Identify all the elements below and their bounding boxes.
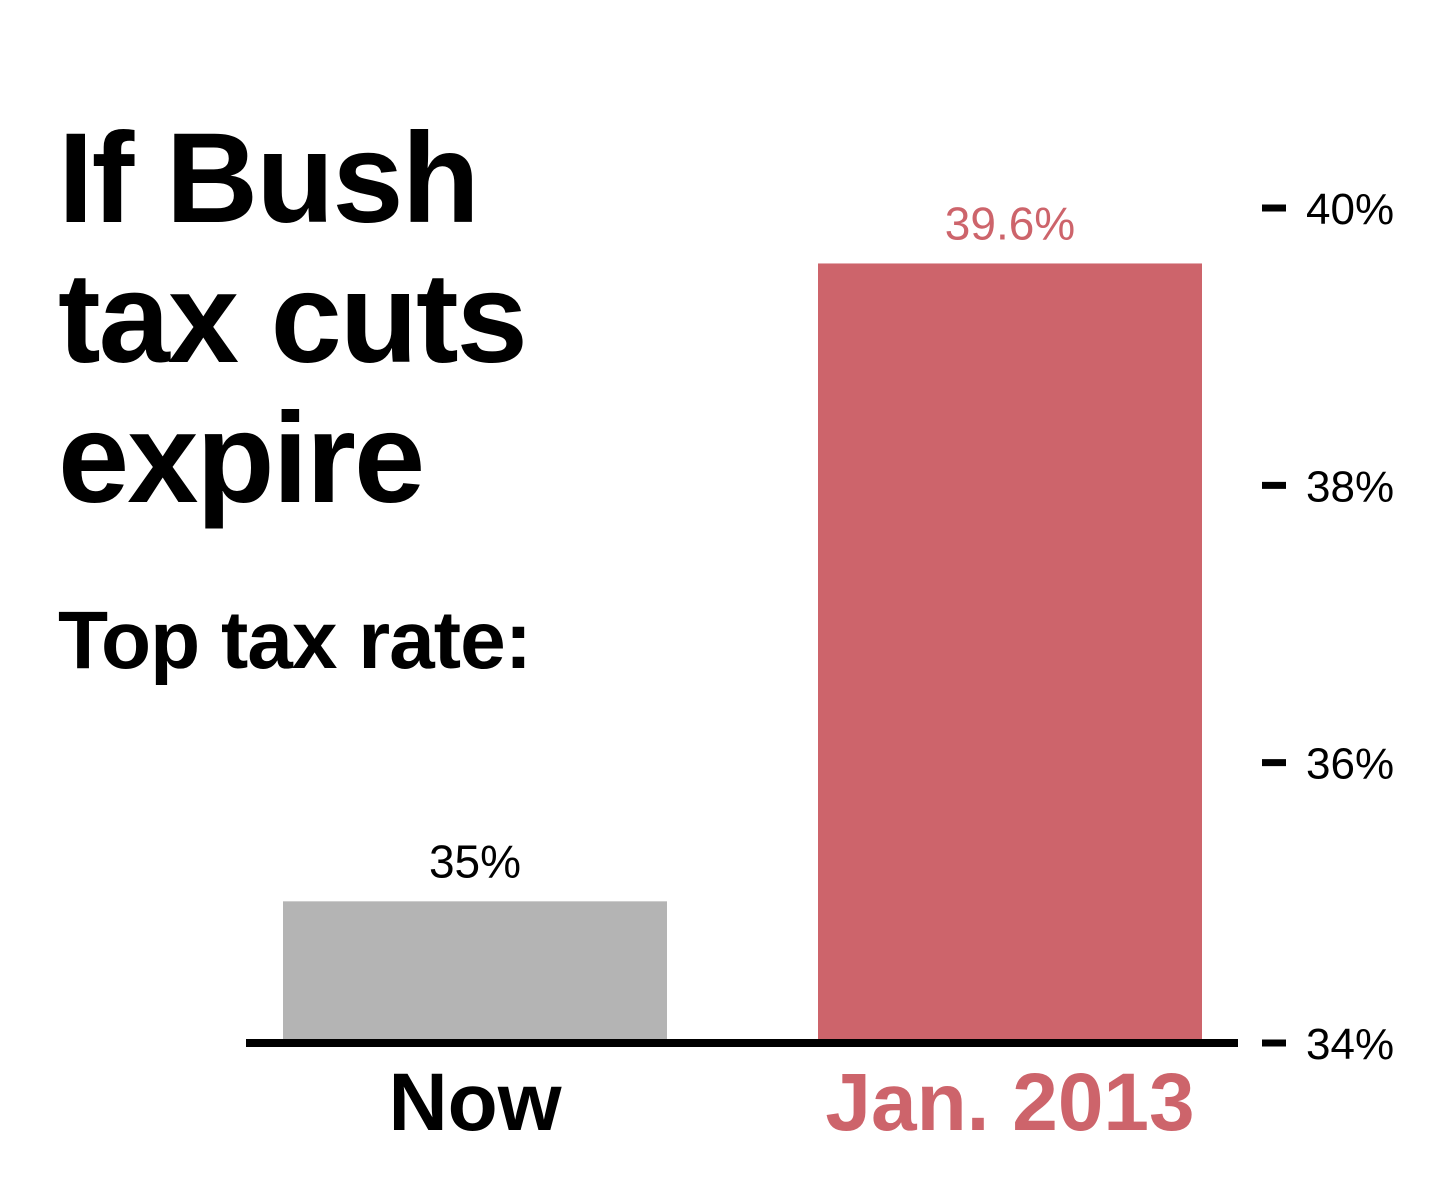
category-label-jan-2013: Jan. 2013 [825,1057,1194,1148]
bar-now [283,901,667,1040]
y-tick-label-38: 38% [1306,462,1394,511]
y-tick-label-36: 36% [1306,740,1394,789]
bar-jan-2013 [818,263,1202,1040]
chart-title: If Bush tax cuts expire [58,107,528,530]
chart-title-line-3: expire [58,387,423,530]
bars-layer: 35% Now 39.6% Jan. 2013 [283,197,1202,1148]
y-tick-label-40: 40% [1306,185,1394,234]
data-label-now: 35% [429,835,521,887]
category-label-now: Now [388,1057,561,1148]
y-axis: 40% 38% 36% 34% [1262,185,1394,1069]
y-tick-label-34: 34% [1306,1020,1394,1069]
chart-title-line-2: tax cuts [58,247,526,390]
chart-subtitle: Top tax rate: [58,595,531,686]
chart-title-line-1: If Bush [58,107,478,250]
data-label-jan-2013: 39.6% [945,197,1075,249]
